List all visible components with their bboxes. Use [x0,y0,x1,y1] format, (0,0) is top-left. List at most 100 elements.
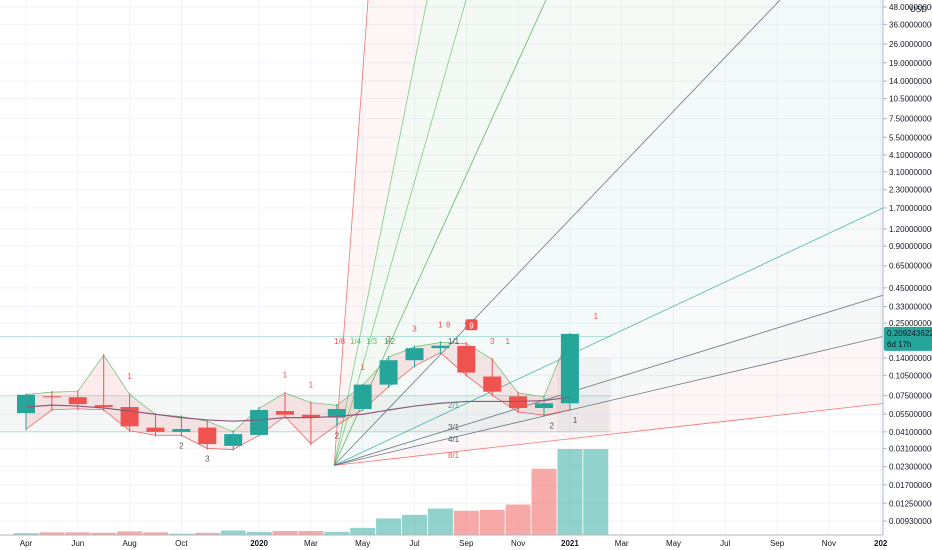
count-label: 3 [205,455,210,464]
count-label: 3 [490,337,495,346]
time-tick-label: Jul [409,539,419,548]
price-tick-label: 0.031000000 [889,445,932,454]
count-label: 2 [179,441,184,450]
volume-bar [350,527,376,535]
volume-bar [91,532,117,535]
price-tick-label: 10.500000000 [889,94,932,103]
count-label: 2 [386,335,391,344]
fan-ratio-label: 4/1 [448,435,460,444]
price-tick-label: 2.300000000 [889,186,932,195]
candle-body [68,397,87,405]
volume-bars [13,449,609,535]
volume-bar [531,468,557,535]
count-label: 1 [573,416,578,425]
volume-bar [39,532,65,535]
candle-body [509,396,528,408]
gann-fan-line [333,0,428,466]
gann-fan-line [333,0,369,466]
volume-bar [143,532,168,535]
volume-bar [194,532,220,535]
volume-bar [246,531,272,535]
time-tick-label: Aug [122,539,136,548]
time-tick-label: Sep [770,539,785,548]
currency-label: USD [910,5,927,14]
volume-bar [376,518,402,535]
gann-fan-zone [334,0,932,466]
fan-ratio-label: 1/8 [334,337,346,346]
price-tick-label: 5.500000000 [889,133,932,142]
candle-body [172,429,191,432]
candle-body [535,403,553,408]
candle-body [17,394,35,414]
candle-body [379,360,398,385]
fan-ratio-label: 1/3 [366,337,378,346]
price-tick-label: 0.009300000 [889,517,932,526]
volume-bar [13,533,39,535]
price-tick-label: 0.250000000 [889,319,932,328]
candle-body [146,427,165,432]
range-box-zone [0,397,609,432]
time-tick-label: 202 [874,539,888,548]
price-tick-label: 1.700000000 [889,204,932,213]
volume-bar [479,509,505,535]
time-axis-bg [0,535,883,550]
time-tick-label: Sep [459,539,474,548]
price-tick-label: 7.500000000 [889,115,932,124]
time-tick-label: Jun [71,539,84,548]
gann-fan-line [334,397,932,466]
gann-fan-line [334,324,932,466]
price-tick-label: 4.100000000 [889,151,932,160]
moving-average [25,396,570,422]
price-tick-label: 0.105000000 [889,371,932,380]
price-tick-label: 0.450000000 [889,284,932,293]
time-tick-label: May [355,539,370,548]
time-tick-label: Apr [20,539,33,548]
price-tick-label: 0.017000000 [889,481,932,490]
price-axis-bg [883,0,932,550]
candlesticks [17,332,579,451]
price-tick-label: 0.650000000 [889,262,932,271]
time-tick-label: Mar [304,539,318,548]
fan-ratio-label: 3/1 [448,423,460,432]
gann-fan-line [334,184,932,466]
price-tick-label: 0.330000000 [889,302,932,311]
pattern-upper-line [25,333,571,433]
volume-bar [117,531,143,535]
volume-bar [168,533,194,535]
last-price-label: 0.209243622 [887,329,932,338]
candle-body [353,384,372,409]
count-label: 8 [446,320,451,329]
candle-body [405,348,424,361]
fan-ratio-label: 1/2 [384,337,396,346]
pattern-lower-line [25,352,570,450]
time-axis[interactable]: Apr Jun Aug Oct 2020 Mar May Jul Sep Nov 2021 Mar Ma… [0,534,888,550]
time-tick-label: Mar [615,539,629,548]
count-label: 1 [594,312,599,321]
price-tick-label: 0.140000000 [889,354,932,363]
count-label: 1 [360,363,365,372]
price-tick-label: 0.055000000 [889,410,932,419]
price-tick-label: 1.200000000 [889,225,932,234]
candle-body [431,345,450,349]
count-badge [465,319,478,331]
volume-bar [557,449,583,535]
volume-bar [220,530,246,535]
fan-ratio-label: 2/1 [448,401,460,410]
volume-bar [324,531,350,535]
last-price-tag [884,326,932,351]
time-tick-label: 2020 [250,539,268,548]
volume-bar [65,532,91,535]
count-label: 1 [506,337,511,346]
volume-bar [427,508,453,535]
gann-fan-ratio-labels: 1/8 1/4 1/3 1/2 1/1 2/1 3/1 4/1 8/1 [334,337,460,460]
count-label: 1 [283,371,288,380]
price-tick-label: 0.075000000 [889,392,932,401]
volume-bar [453,510,479,535]
gann-fan-line [334,279,932,466]
volume-bar [583,449,609,535]
